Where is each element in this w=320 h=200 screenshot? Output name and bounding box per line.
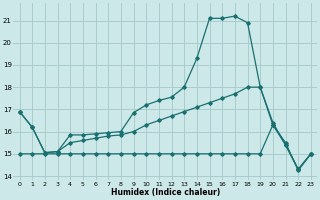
X-axis label: Humidex (Indice chaleur): Humidex (Indice chaleur) xyxy=(111,188,220,197)
